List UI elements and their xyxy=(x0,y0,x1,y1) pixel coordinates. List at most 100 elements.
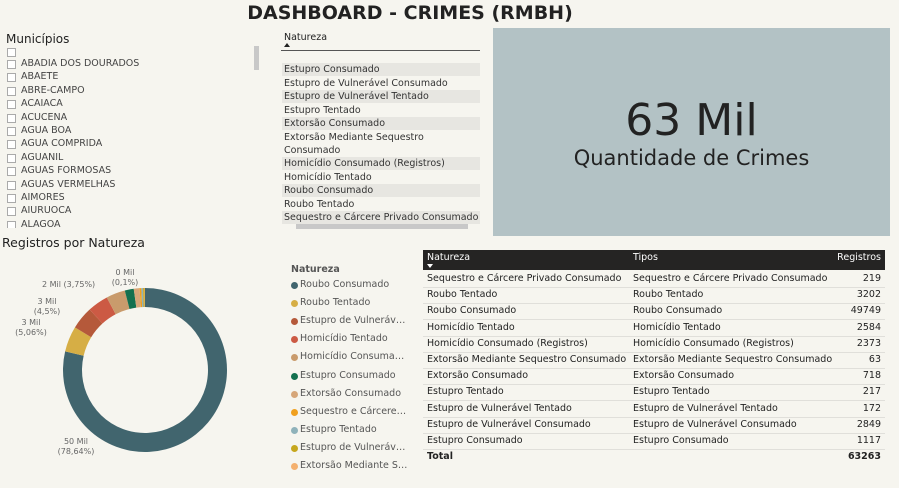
list-item[interactable]: Roubo Consumado xyxy=(282,184,480,197)
table-header[interactable]: Registros xyxy=(837,252,881,263)
slicer-item[interactable]: AIMORES xyxy=(21,192,65,203)
legend-title: Natureza xyxy=(291,264,340,275)
legend-marker[interactable] xyxy=(291,300,298,308)
data-label: 3 Mil (4,5%) xyxy=(33,297,61,316)
list-item[interactable]: Roubo Tentado xyxy=(284,198,355,210)
row-divider xyxy=(423,335,885,337)
table-cell: 2584 xyxy=(856,321,881,333)
legend-marker[interactable] xyxy=(291,372,298,380)
h-scrollbar[interactable] xyxy=(296,224,468,229)
checkbox[interactable] xyxy=(7,167,16,177)
checkbox[interactable] xyxy=(7,194,16,203)
sort-arrow xyxy=(427,264,433,268)
legend-item[interactable]: Extorsão Mediante Sequestro Consumado xyxy=(300,460,408,471)
slicer-item[interactable]: AIURUOCA xyxy=(21,205,72,217)
list-item[interactable]: Estupro de Vulnerável Tentado xyxy=(282,90,480,103)
table-header[interactable]: Tipos xyxy=(633,252,658,263)
legend-item[interactable]: Roubo Consumado xyxy=(300,279,390,290)
checkbox[interactable] xyxy=(7,207,16,217)
list-item[interactable]: Estupro Consumado xyxy=(282,63,480,76)
table-cell: Estupro de Vulnerável Tentado xyxy=(427,402,572,414)
legend-item[interactable]: Roubo Tentado xyxy=(300,297,371,309)
table-cell: Estupro de Vulnerável Consumado xyxy=(427,418,591,430)
legend-marker[interactable] xyxy=(291,408,298,416)
data-label: 2 Mil (3,75%) xyxy=(42,280,96,289)
checkbox[interactable] xyxy=(7,100,16,110)
slicer-item[interactable]: AGUA COMPRIDA xyxy=(21,138,103,150)
legend-item[interactable]: Homicídio Consumado (Registros) xyxy=(300,351,408,363)
table-cell: 2373 xyxy=(856,337,881,349)
table-cell: Extorsão Mediante Sequestro Consumado xyxy=(427,354,627,365)
legend-item[interactable]: Extorsão Consumado xyxy=(300,387,402,399)
scrollbar[interactable] xyxy=(254,46,259,70)
checkbox[interactable] xyxy=(7,48,16,57)
legend-item[interactable]: Homicídio Tentado xyxy=(300,333,388,345)
slicer-item[interactable]: ACAIACA xyxy=(21,98,63,110)
checkbox[interactable] xyxy=(7,220,16,228)
legend-marker[interactable] xyxy=(291,282,298,289)
table-cell: Extorsão Consumado xyxy=(427,370,529,382)
table-cell: 63 xyxy=(868,354,881,365)
table-header-bg xyxy=(423,250,885,270)
table-cell: Estupro Consumado xyxy=(427,435,523,446)
legend-marker[interactable] xyxy=(291,336,298,344)
card-value: 63 Mil xyxy=(625,95,758,146)
slicer-item[interactable]: ABAETE xyxy=(21,71,59,83)
legend-marker[interactable] xyxy=(291,318,298,326)
row-divider xyxy=(423,432,885,434)
list-item[interactable]: Homicídio Tentado xyxy=(284,171,372,183)
legend-item[interactable]: Estupro de Vulnerável Consumado xyxy=(300,315,408,327)
legend-marker[interactable] xyxy=(291,444,298,452)
legend-marker[interactable] xyxy=(291,354,298,362)
row-divider xyxy=(423,287,885,288)
legend-item[interactable]: Estupro Tentado xyxy=(300,423,377,435)
slicer-item[interactable]: AGUAS FORMOSAS xyxy=(21,165,112,177)
table-cell: 49749 xyxy=(850,305,881,317)
table-cell: Estupro Consumado xyxy=(633,435,729,446)
table-header[interactable]: Natureza xyxy=(427,252,471,263)
table-cell: Roubo Consumado xyxy=(427,305,517,317)
legend-item[interactable]: Estupro de Vulnerável Tentado xyxy=(300,441,408,453)
table-cell: Homicídio Consumado (Registros) xyxy=(633,337,794,349)
donut-slice xyxy=(143,288,145,308)
slicer-item[interactable]: AGUAS VERMELHAS xyxy=(21,178,116,190)
checkbox[interactable] xyxy=(7,113,16,123)
list-item[interactable]: Extorsão Mediante Sequestro Consumado xyxy=(284,131,424,156)
slicer-item[interactable]: ABRE-CAMPO xyxy=(21,84,85,96)
table-cell: Estupro Tentado xyxy=(633,386,710,398)
slicer-item[interactable]: ABADIA DOS DOURADOS xyxy=(21,58,140,69)
legend-marker[interactable] xyxy=(291,390,298,398)
table-cell: 172 xyxy=(862,402,881,414)
data-label: 0 Mil (0,1%) xyxy=(111,268,139,287)
list-item[interactable]: Estupro Tentado xyxy=(284,104,361,116)
table-cell: Estupro de Vulnerável Consumado xyxy=(633,418,797,430)
checkbox[interactable] xyxy=(7,153,16,163)
donut-slice xyxy=(133,288,141,308)
list-item[interactable]: Extorsão Consumado xyxy=(282,117,480,130)
legend-marker[interactable] xyxy=(291,463,298,470)
donut-slice xyxy=(65,327,92,356)
slicer-item[interactable]: ACUCENA xyxy=(21,111,68,123)
checkbox[interactable] xyxy=(7,127,16,136)
checkbox[interactable] xyxy=(7,60,16,69)
table-cell: 718 xyxy=(862,370,881,382)
table-cell: Extorsão Mediante Sequestro Consumado xyxy=(633,354,833,365)
row-divider xyxy=(423,384,885,386)
legend-item[interactable]: Sequestro e Cárcere Privado Consumado xyxy=(300,405,408,417)
slicer-item[interactable]: AGUANIL xyxy=(21,151,64,163)
checkbox[interactable] xyxy=(7,86,16,96)
list-item[interactable]: Estupro de Vulnerável Consumado xyxy=(284,77,448,89)
legend-item[interactable]: Estupro Consumado xyxy=(300,369,396,381)
slicer-item[interactable]: ALAGOA xyxy=(21,218,61,228)
checkbox[interactable] xyxy=(7,180,16,190)
list-item[interactable]: Homicídio Consumado (Registros) xyxy=(282,157,480,170)
table-cell: Homicídio Consumado (Registros) xyxy=(427,337,588,349)
legend-marker[interactable] xyxy=(291,426,298,434)
table-cell: 63263 xyxy=(847,451,881,463)
checkbox[interactable] xyxy=(7,140,16,150)
checkbox[interactable] xyxy=(7,73,16,83)
slicer-item[interactable]: AGUA BOA xyxy=(21,125,72,136)
list-item[interactable]: Sequestro e Cárcere Privado Consumado xyxy=(282,211,480,224)
row-divider xyxy=(423,319,885,321)
sort-arrow xyxy=(284,43,290,47)
